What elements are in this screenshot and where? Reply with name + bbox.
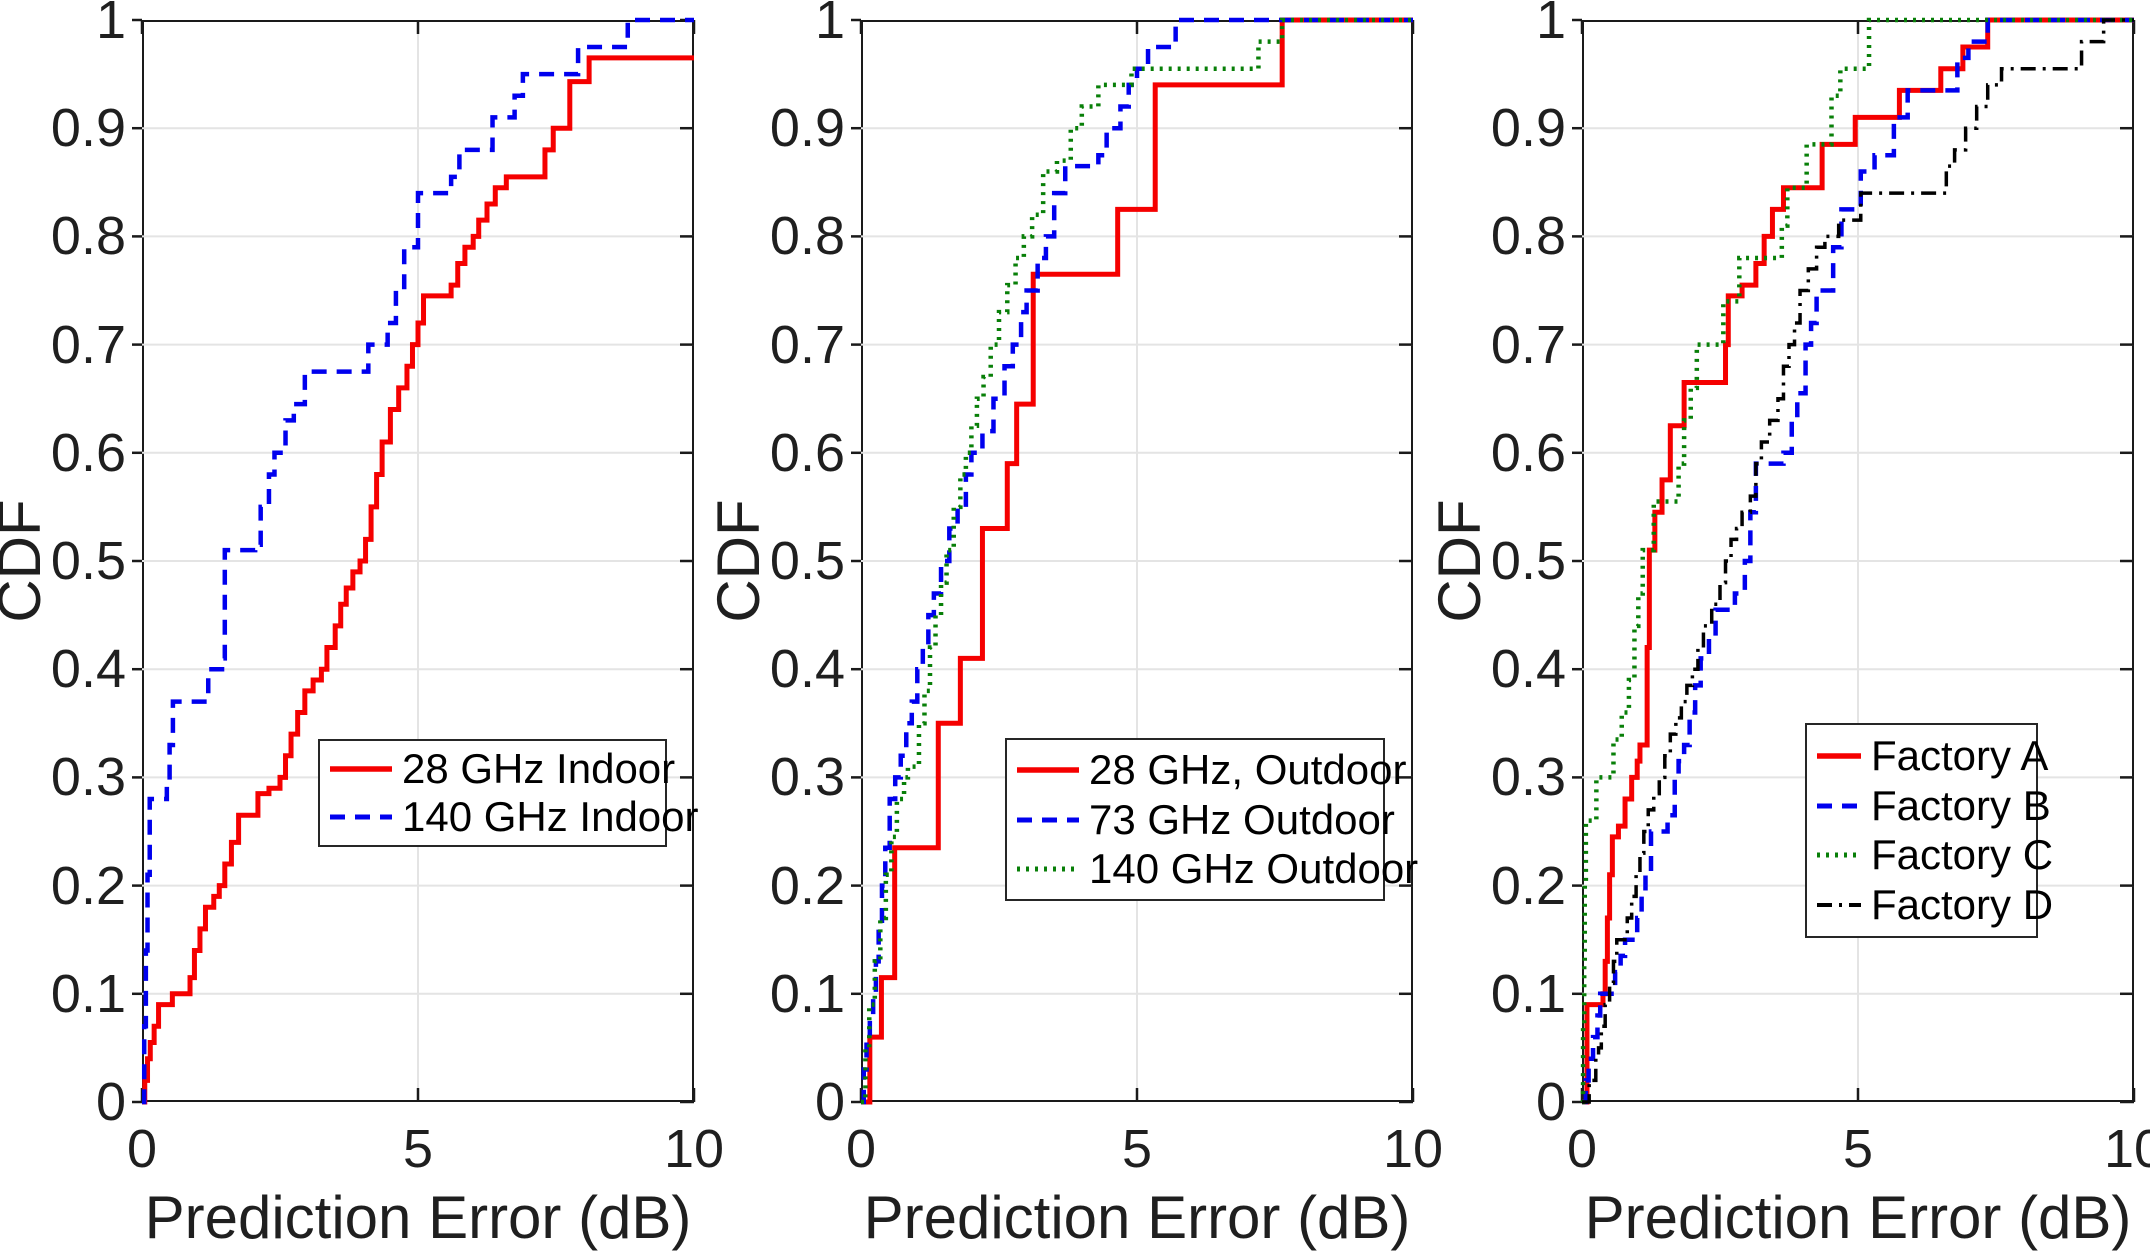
- cdf-curve-factory-c: [1582, 20, 2134, 1102]
- y-tick-label: 0: [95, 1072, 126, 1132]
- legend-row: 28 GHz, Outdoor: [1017, 749, 1406, 791]
- legend: 28 GHz Indoor 140 GHz Indoor: [318, 739, 699, 847]
- legend-label: 140 GHz Indoor: [402, 792, 699, 840]
- y-tick-label: 0.1: [1490, 963, 1566, 1024]
- legend-line-icon: [1817, 903, 1861, 908]
- x-tick-label: 0: [1566, 1119, 1598, 1179]
- legend-row: Factory B: [1817, 784, 2051, 827]
- x-axis-label: Prediction Error (dB): [144, 1184, 692, 1251]
- legend-label: Factory D: [1871, 881, 2054, 929]
- y-tick-label: 0.7: [769, 314, 845, 375]
- x-tick-label: 5: [1121, 1119, 1153, 1179]
- legend-row: 73 GHz Outdoor: [1017, 798, 1395, 841]
- x-tick-label: 10: [2103, 1119, 2150, 1179]
- cdf-panel-factories: CDF Prediction Error (dB) 0 0.1 0.2 0.3 0.4 0…: [1426, 0, 2150, 1102]
- legend-line-icon: [1017, 767, 1079, 773]
- y-tick-label: 0.3: [1490, 747, 1566, 808]
- cdf-curve-28-ghz-outdoor: [861, 20, 1413, 1102]
- y-tick-label: 0.8: [769, 206, 845, 267]
- cdf-panel-indoor: CDF Prediction Error (dB) 0 0.1 0.2 0.3 0.4 0…: [0, 0, 699, 1102]
- y-tick-label: 1: [814, 0, 845, 50]
- y-axis-label: CDF: [0, 499, 53, 623]
- legend-row: 140 GHz Outdoor: [1017, 847, 1418, 890]
- legend-row: Factory C: [1817, 834, 2053, 876]
- legend-label: 28 GHz Indoor: [402, 745, 676, 793]
- legend-row: 140 GHz Indoor: [330, 795, 699, 838]
- cdf-curve-140-ghz-indoor: [142, 20, 694, 1102]
- y-axis-label: CDF: [1426, 499, 1493, 623]
- legend-line-icon: [1817, 803, 1861, 809]
- y-tick-label: 0.7: [50, 314, 126, 375]
- cdf-curve-28-ghz-indoor: [142, 58, 694, 1102]
- cdf-curve-factory-d: [1582, 20, 2134, 1102]
- y-tick-label: 0.4: [1490, 639, 1566, 700]
- legend-line-icon: [1017, 817, 1079, 822]
- y-tick-label: 0.8: [1490, 206, 1566, 267]
- cdf-curve-140-ghz-outdoor: [861, 20, 1413, 1102]
- y-tick-label: 0.2: [1490, 855, 1566, 916]
- legend-line-icon: [1817, 753, 1861, 759]
- y-tick-label: 0: [814, 1072, 845, 1132]
- legend-label: 73 GHz Outdoor: [1089, 795, 1395, 843]
- y-tick-label: 0.6: [769, 422, 845, 483]
- y-tick-label: 0: [1535, 1072, 1566, 1132]
- y-tick-label: 0.9: [50, 98, 126, 159]
- y-tick-label: 0.8: [50, 206, 126, 267]
- legend-line-icon: [330, 814, 392, 820]
- legend-line-icon: [1817, 852, 1861, 858]
- x-tick-label: 10: [1382, 1119, 1444, 1179]
- y-tick-label: 0.1: [769, 963, 845, 1024]
- cdf-curves: [1582, 20, 2134, 1102]
- x-tick-label: 5: [1842, 1119, 1874, 1179]
- legend: Factory A Factory B Factory C Factory D: [1805, 723, 2053, 938]
- cdf-panel-outdoor: CDF Prediction Error (dB) 0 0.1 0.2 0.3 0.4 0…: [705, 0, 1443, 1102]
- y-tick-label: 0.1: [50, 963, 126, 1024]
- legend: 28 GHz, Outdoor 73 GHz Outdoor 140 GHz Out…: [1005, 738, 1418, 901]
- y-tick-label: 1: [95, 0, 126, 50]
- legend-label: Factory A: [1871, 731, 2049, 779]
- legend-row: Factory A: [1817, 734, 2048, 777]
- y-tick-label: 0.7: [1490, 314, 1566, 375]
- legend-line-icon: [330, 766, 392, 773]
- x-tick-label: 0: [126, 1119, 158, 1179]
- legend-label: Factory C: [1871, 831, 2054, 879]
- y-tick-label: 0.3: [769, 747, 845, 808]
- cdf-curve-73-ghz-outdoor: [861, 20, 1413, 1102]
- y-tick-label: 0.9: [769, 98, 845, 159]
- cdf-curve-factory-a: [1582, 20, 2134, 1102]
- y-tick-label: 0.9: [1490, 98, 1566, 159]
- legend-label: 140 GHz Outdoor: [1089, 844, 1419, 892]
- y-tick-label: 0.2: [769, 855, 845, 916]
- y-tick-label: 0.6: [50, 422, 126, 483]
- x-tick-label: 5: [402, 1119, 434, 1179]
- y-tick-label: 0.5: [50, 531, 126, 591]
- cdf-curve-factory-b: [1582, 20, 2134, 1102]
- x-tick-label: 0: [845, 1119, 877, 1179]
- y-tick-label: 0.5: [1490, 531, 1566, 591]
- y-tick-label: 0.4: [50, 639, 126, 700]
- legend-label: 28 GHz, Outdoor: [1089, 746, 1407, 794]
- x-tick-label: 10: [663, 1119, 725, 1179]
- legend-label: Factory B: [1871, 781, 2051, 829]
- y-tick-label: 0.5: [769, 531, 845, 591]
- x-axis-label: Prediction Error (dB): [1584, 1184, 2132, 1251]
- y-tick-label: 0.6: [1490, 422, 1566, 483]
- y-tick-label: 0.4: [769, 639, 845, 700]
- legend-line-icon: [1017, 866, 1079, 872]
- legend-row: Factory D: [1817, 884, 2053, 926]
- y-tick-label: 0.2: [50, 855, 126, 916]
- y-tick-label: 0.3: [50, 747, 126, 808]
- y-tick-label: 1: [1535, 0, 1566, 50]
- legend-row: 28 GHz Indoor: [330, 748, 675, 790]
- y-axis-label: CDF: [705, 499, 772, 623]
- cdf-curves: [861, 20, 1413, 1102]
- x-axis-label: Prediction Error (dB): [863, 1184, 1411, 1251]
- cdf-curves: [142, 20, 694, 1102]
